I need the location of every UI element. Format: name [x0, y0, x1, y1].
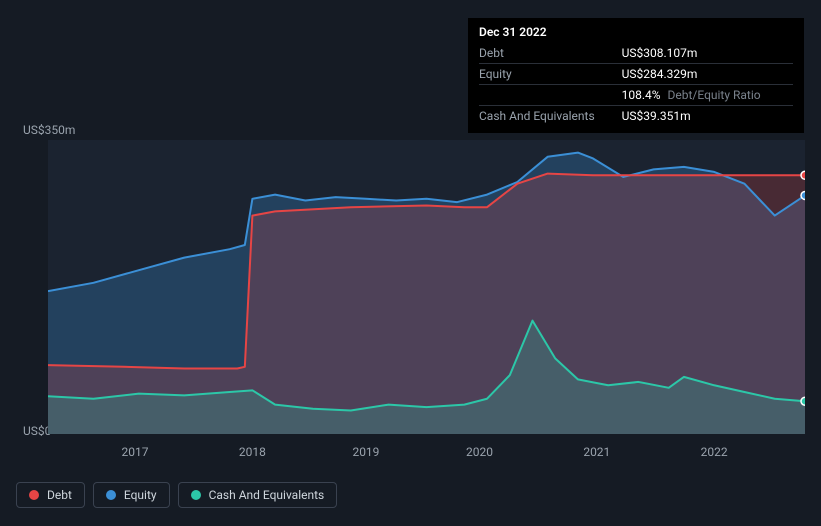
tooltip-debt-value: US$308.107m — [622, 43, 793, 64]
x-tick: 2022 — [701, 445, 728, 459]
cash-end-marker — [801, 397, 805, 405]
tooltip-cash-value: US$39.351m — [622, 106, 793, 127]
legend-swatch-icon — [106, 490, 116, 500]
x-tick: 2017 — [122, 445, 149, 459]
x-axis: 2017 2018 2019 2020 2021 2022 — [48, 445, 805, 465]
legend-item-equity[interactable]: Equity — [93, 482, 170, 508]
debt-end-marker — [801, 171, 805, 179]
chart-svg — [48, 140, 805, 434]
x-tick: 2021 — [583, 445, 610, 459]
tooltip-ratio-value: 108.4% — [622, 88, 661, 102]
legend-item-debt[interactable]: Debt — [16, 482, 85, 508]
tooltip-cash-label: Cash And Equivalents — [479, 106, 622, 127]
chart-legend: Debt Equity Cash And Equivalents — [16, 482, 337, 508]
tooltip-ratio-label: Debt/Equity Ratio — [664, 88, 761, 102]
tooltip-ratio-cell: 108.4% Debt/Equity Ratio — [622, 85, 793, 106]
equity-end-marker — [801, 191, 805, 199]
legend-label: Cash And Equivalents — [209, 488, 325, 502]
legend-swatch-icon — [191, 490, 201, 500]
legend-label: Equity — [124, 488, 157, 502]
tooltip-equity-label: Equity — [479, 64, 622, 85]
tooltip-debt-label: Debt — [479, 43, 622, 64]
x-tick: 2018 — [239, 445, 266, 459]
x-tick: 2019 — [352, 445, 379, 459]
y-axis-top-label: US$350m — [23, 123, 75, 137]
tooltip-equity-value: US$284.329m — [622, 64, 793, 85]
legend-item-cash[interactable]: Cash And Equivalents — [178, 482, 338, 508]
legend-swatch-icon — [29, 490, 39, 500]
tooltip-table: Debt US$308.107m Equity US$284.329m 108.… — [479, 43, 793, 126]
tooltip-date: Dec 31 2022 — [479, 25, 793, 43]
chart-tooltip: Dec 31 2022 Debt US$308.107m Equity US$2… — [468, 18, 804, 133]
x-tick: 2020 — [466, 445, 493, 459]
legend-label: Debt — [47, 488, 72, 502]
chart-plot-area[interactable] — [48, 140, 805, 434]
tooltip-ratio-spacer — [479, 85, 622, 106]
